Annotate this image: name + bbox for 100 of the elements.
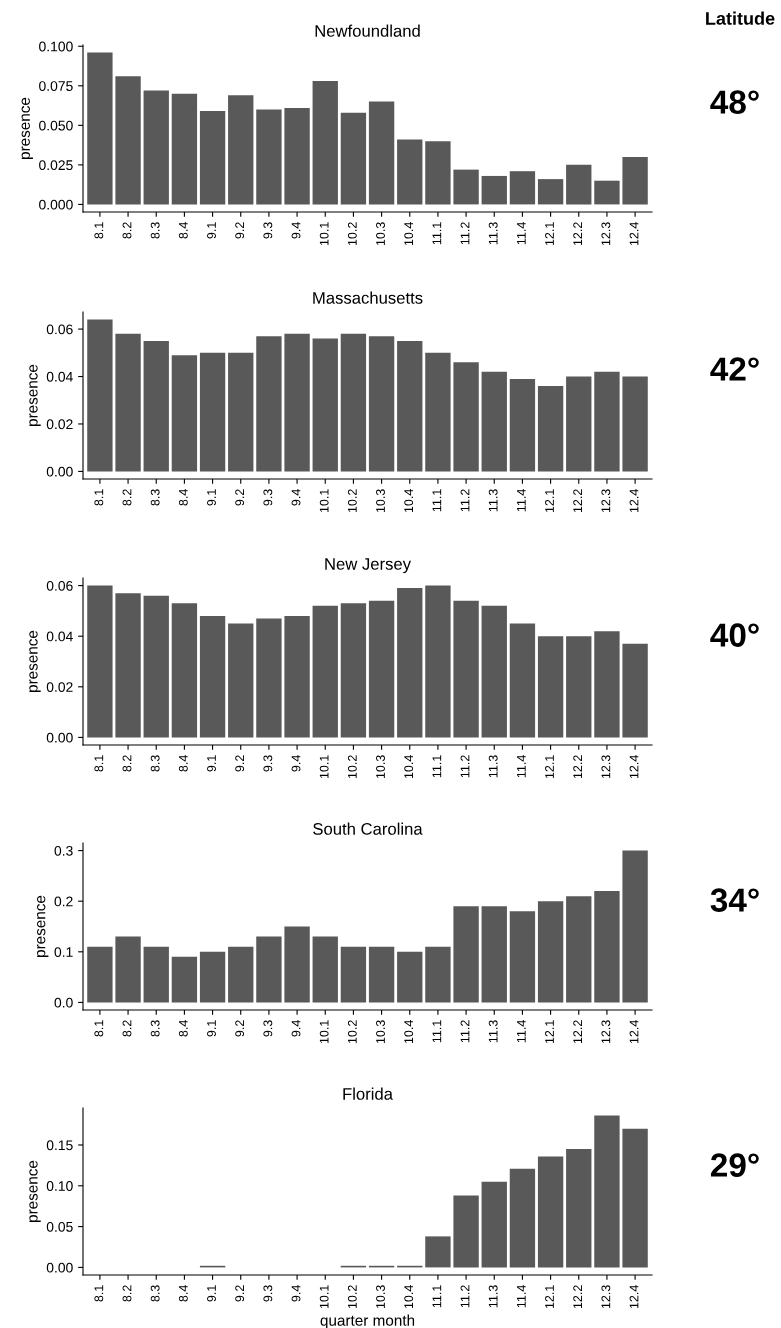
x-tick-label: 10.4 [404, 1020, 414, 1044]
x-tick-label: 12.3 [601, 755, 611, 779]
chart-title: Massachusetts [313, 291, 423, 304]
y-tick-label: 0.04 [46, 371, 73, 382]
bar [199, 615, 226, 738]
bar [171, 956, 198, 1003]
x-tick-label: 12.2 [573, 1285, 582, 1309]
x-tick-label: 9.4 [291, 1020, 301, 1037]
bar [537, 179, 564, 205]
x-tick-label: 12.1 [545, 755, 554, 779]
x-tick-label: 10.2 [347, 755, 357, 779]
y-axis-title: presence [29, 630, 41, 692]
bar [171, 93, 198, 205]
bar [566, 896, 592, 1003]
bar [509, 623, 536, 738]
bar [312, 81, 338, 205]
x-tick-label: 9.4 [291, 755, 301, 772]
bar [228, 946, 254, 1003]
y-tick-label: 0.3 [54, 845, 73, 856]
x-tick-label: 8.3 [150, 489, 160, 506]
x-tick-label: 9.2 [235, 1020, 245, 1037]
bar [481, 175, 507, 205]
x-tick-label: 12.4 [629, 755, 639, 779]
x-tick-label: 11.2 [460, 755, 470, 778]
x-tick-label: 8.1 [94, 1020, 104, 1037]
y-tick-label: 0.10 [46, 1181, 73, 1191]
bar [284, 926, 310, 1003]
y-axis-title: presence [21, 97, 33, 159]
bar [312, 936, 338, 1003]
bar [537, 636, 564, 738]
y-tick-label: 0.100 [39, 41, 73, 52]
bar [143, 595, 169, 738]
x-axis-title: quarter month [320, 1314, 415, 1328]
bar [397, 139, 423, 205]
chart-title: Florida [343, 1087, 393, 1100]
bar [397, 588, 423, 738]
x-tick-label: 8.2 [122, 1285, 132, 1302]
x-tick-label: 10.3 [376, 489, 385, 513]
text: 34° [710, 888, 759, 912]
bar [171, 355, 198, 472]
x-tick-label: 9.1 [207, 1020, 216, 1037]
bar [622, 850, 648, 1003]
bar [425, 1236, 451, 1268]
bar [566, 164, 592, 205]
bar [509, 378, 536, 472]
x-tick-label: 9.3 [263, 222, 273, 239]
x-tick-label: 10.4 [404, 489, 414, 513]
x-tick-label: 12.4 [629, 489, 639, 513]
bar [368, 600, 395, 738]
bar [453, 169, 479, 205]
x-tick-label: 10.4 [404, 755, 414, 779]
bar [622, 643, 648, 738]
x-tick-label: 9.1 [207, 489, 216, 506]
bar [368, 336, 395, 472]
bar [340, 333, 367, 472]
x-tick-label: 11.4 [517, 1285, 526, 1308]
x-tick-label: 12.3 [601, 1285, 611, 1309]
bar [481, 371, 507, 472]
y-tick-label: 0.00 [46, 1262, 73, 1273]
x-tick-label: 8.1 [94, 222, 104, 239]
x-tick-label: 12.4 [629, 222, 639, 246]
x-tick-label: 10.3 [376, 222, 385, 246]
bar [115, 936, 141, 1003]
y-tick-label: 0.00 [46, 732, 73, 743]
x-tick-label: 12.1 [545, 1020, 554, 1044]
y-tick-label: 0.0 [54, 997, 73, 1008]
bar [87, 585, 113, 738]
x-tick-label: 11.4 [517, 489, 526, 512]
bar [143, 340, 169, 472]
y-axis-title: presence [29, 364, 41, 426]
x-tick-label: 8.2 [122, 755, 132, 772]
x-tick-label: 12.3 [601, 1020, 611, 1044]
x-tick-label: 9.3 [263, 1020, 273, 1037]
text: 48° [710, 90, 759, 114]
x-tick-label: 10.1 [319, 489, 329, 513]
bar [368, 101, 395, 205]
x-tick-label: 8.4 [178, 489, 188, 506]
x-tick-label: 11.1 [432, 1020, 442, 1043]
x-tick-label: 11.1 [432, 1285, 442, 1308]
x-tick-label: 11.1 [432, 755, 442, 778]
y-tick-label: 0.02 [46, 682, 73, 692]
x-tick-label: 11.3 [488, 222, 498, 245]
bar [312, 338, 338, 472]
x-tick-label: 11.4 [517, 222, 526, 245]
x-tick-label: 11.3 [488, 755, 498, 778]
x-tick-label: 9.1 [207, 755, 216, 772]
bar [256, 336, 282, 472]
bar [284, 333, 310, 472]
y-tick-label: 0.025 [39, 160, 73, 171]
x-tick-label: 12.2 [573, 222, 582, 246]
bar [228, 95, 254, 205]
x-tick-label: 8.1 [94, 1285, 104, 1302]
bar [256, 618, 282, 738]
bar [481, 1181, 507, 1268]
chart-title: South Carolina [313, 822, 423, 835]
bar [509, 1168, 536, 1268]
x-tick-label: 11.2 [460, 489, 470, 512]
x-tick-label: 11.2 [460, 222, 470, 245]
x-tick-label: 8.2 [122, 489, 132, 506]
y-tick-label: 0.05 [46, 1221, 73, 1232]
